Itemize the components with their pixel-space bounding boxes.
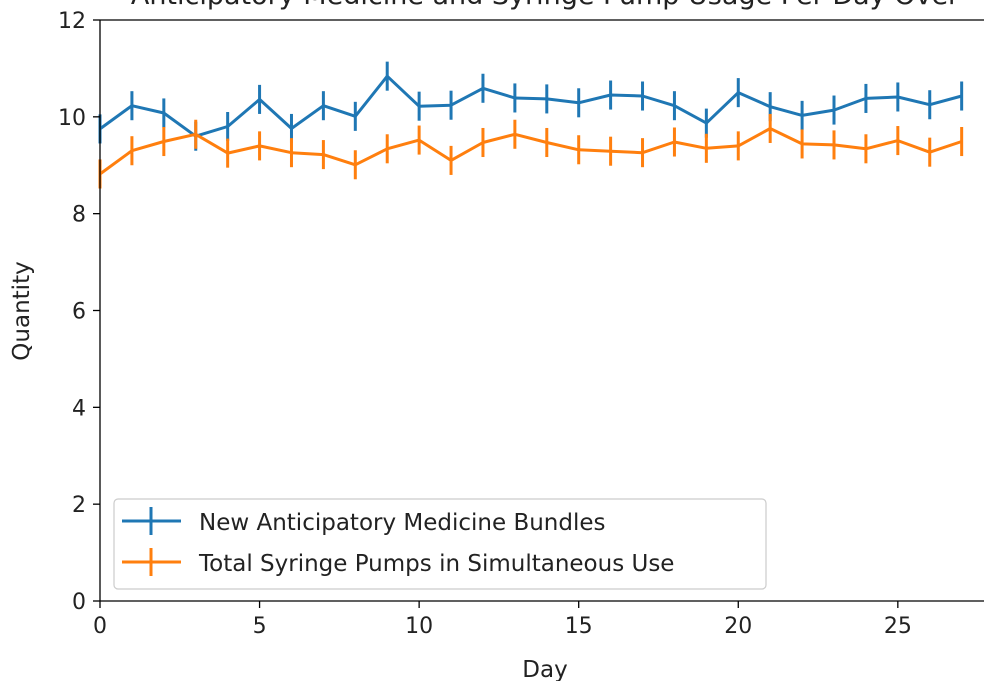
legend-label-0: New Anticipatory Medicine Bundles xyxy=(199,510,606,536)
chart-title: Anticipatory Medicine and Syringe Pump U… xyxy=(131,0,960,11)
x-axis-label: Day xyxy=(522,657,567,681)
legend-label-1: Total Syringe Pumps in Simultaneous Use xyxy=(198,551,674,577)
legend-item-0: New Anticipatory Medicine Bundles xyxy=(122,507,606,536)
axes-layer: 0 5 10 15 20 25 0 2 4 6 8 10 12 xyxy=(58,9,984,639)
y-tick-label: 6 xyxy=(72,300,86,325)
y-tick-label: 2 xyxy=(72,493,86,518)
series-0 xyxy=(98,61,964,151)
series-line-1 xyxy=(99,127,963,176)
legend: New Anticipatory Medicine Bundles Total … xyxy=(113,498,767,590)
x-tick-label: 25 xyxy=(884,614,912,639)
y-axis-label: Quantity xyxy=(9,261,35,360)
y-tick-label: 8 xyxy=(72,203,86,228)
y-tick-label: 0 xyxy=(72,590,86,615)
x-tick-label: 20 xyxy=(724,614,752,639)
x-tick-label: 15 xyxy=(565,614,593,639)
series-layer xyxy=(98,61,964,189)
legend-box xyxy=(113,498,767,590)
x-tick-label: 10 xyxy=(405,614,433,639)
legend-item-1: Total Syringe Pumps in Simultaneous Use xyxy=(122,548,674,577)
x-tick-label: 5 xyxy=(253,614,267,639)
y-tick-label: 10 xyxy=(58,106,86,131)
x-tick-label: 0 xyxy=(93,614,107,639)
series-line-0 xyxy=(99,74,963,138)
y-tick-label: 4 xyxy=(72,396,86,421)
y-tick-label: 12 xyxy=(58,9,86,34)
